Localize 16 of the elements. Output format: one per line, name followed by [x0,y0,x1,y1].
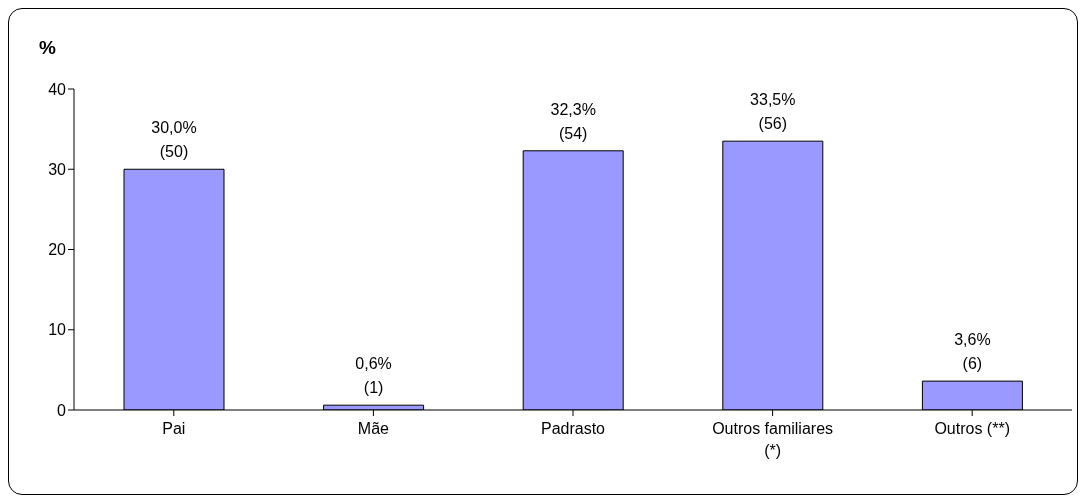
data-label: 33,5% (56) [750,91,796,133]
x-tick-label: Mãe [357,420,390,437]
y-tick-label: 10 [48,321,67,339]
data-label: 30,0% (50) [151,119,197,161]
x-tick-label: Outros (**) [934,420,1010,437]
data-label: 3,6% (6) [954,331,991,373]
x-tick-label: Outros familiares (*) [712,420,834,459]
data-label: 0,6% (1) [355,355,392,397]
y-tick-label: 40 [48,80,67,98]
y-tick-label: 20 [48,241,67,259]
y-tick-label: 0 [57,401,67,419]
x-tick-label: Padrasto [540,420,606,437]
x-tick-label: Pai [162,420,186,437]
y-tick-label: 30 [48,160,67,178]
y-axis-title: % [39,37,56,59]
data-label: 32,3% (54) [550,100,596,142]
